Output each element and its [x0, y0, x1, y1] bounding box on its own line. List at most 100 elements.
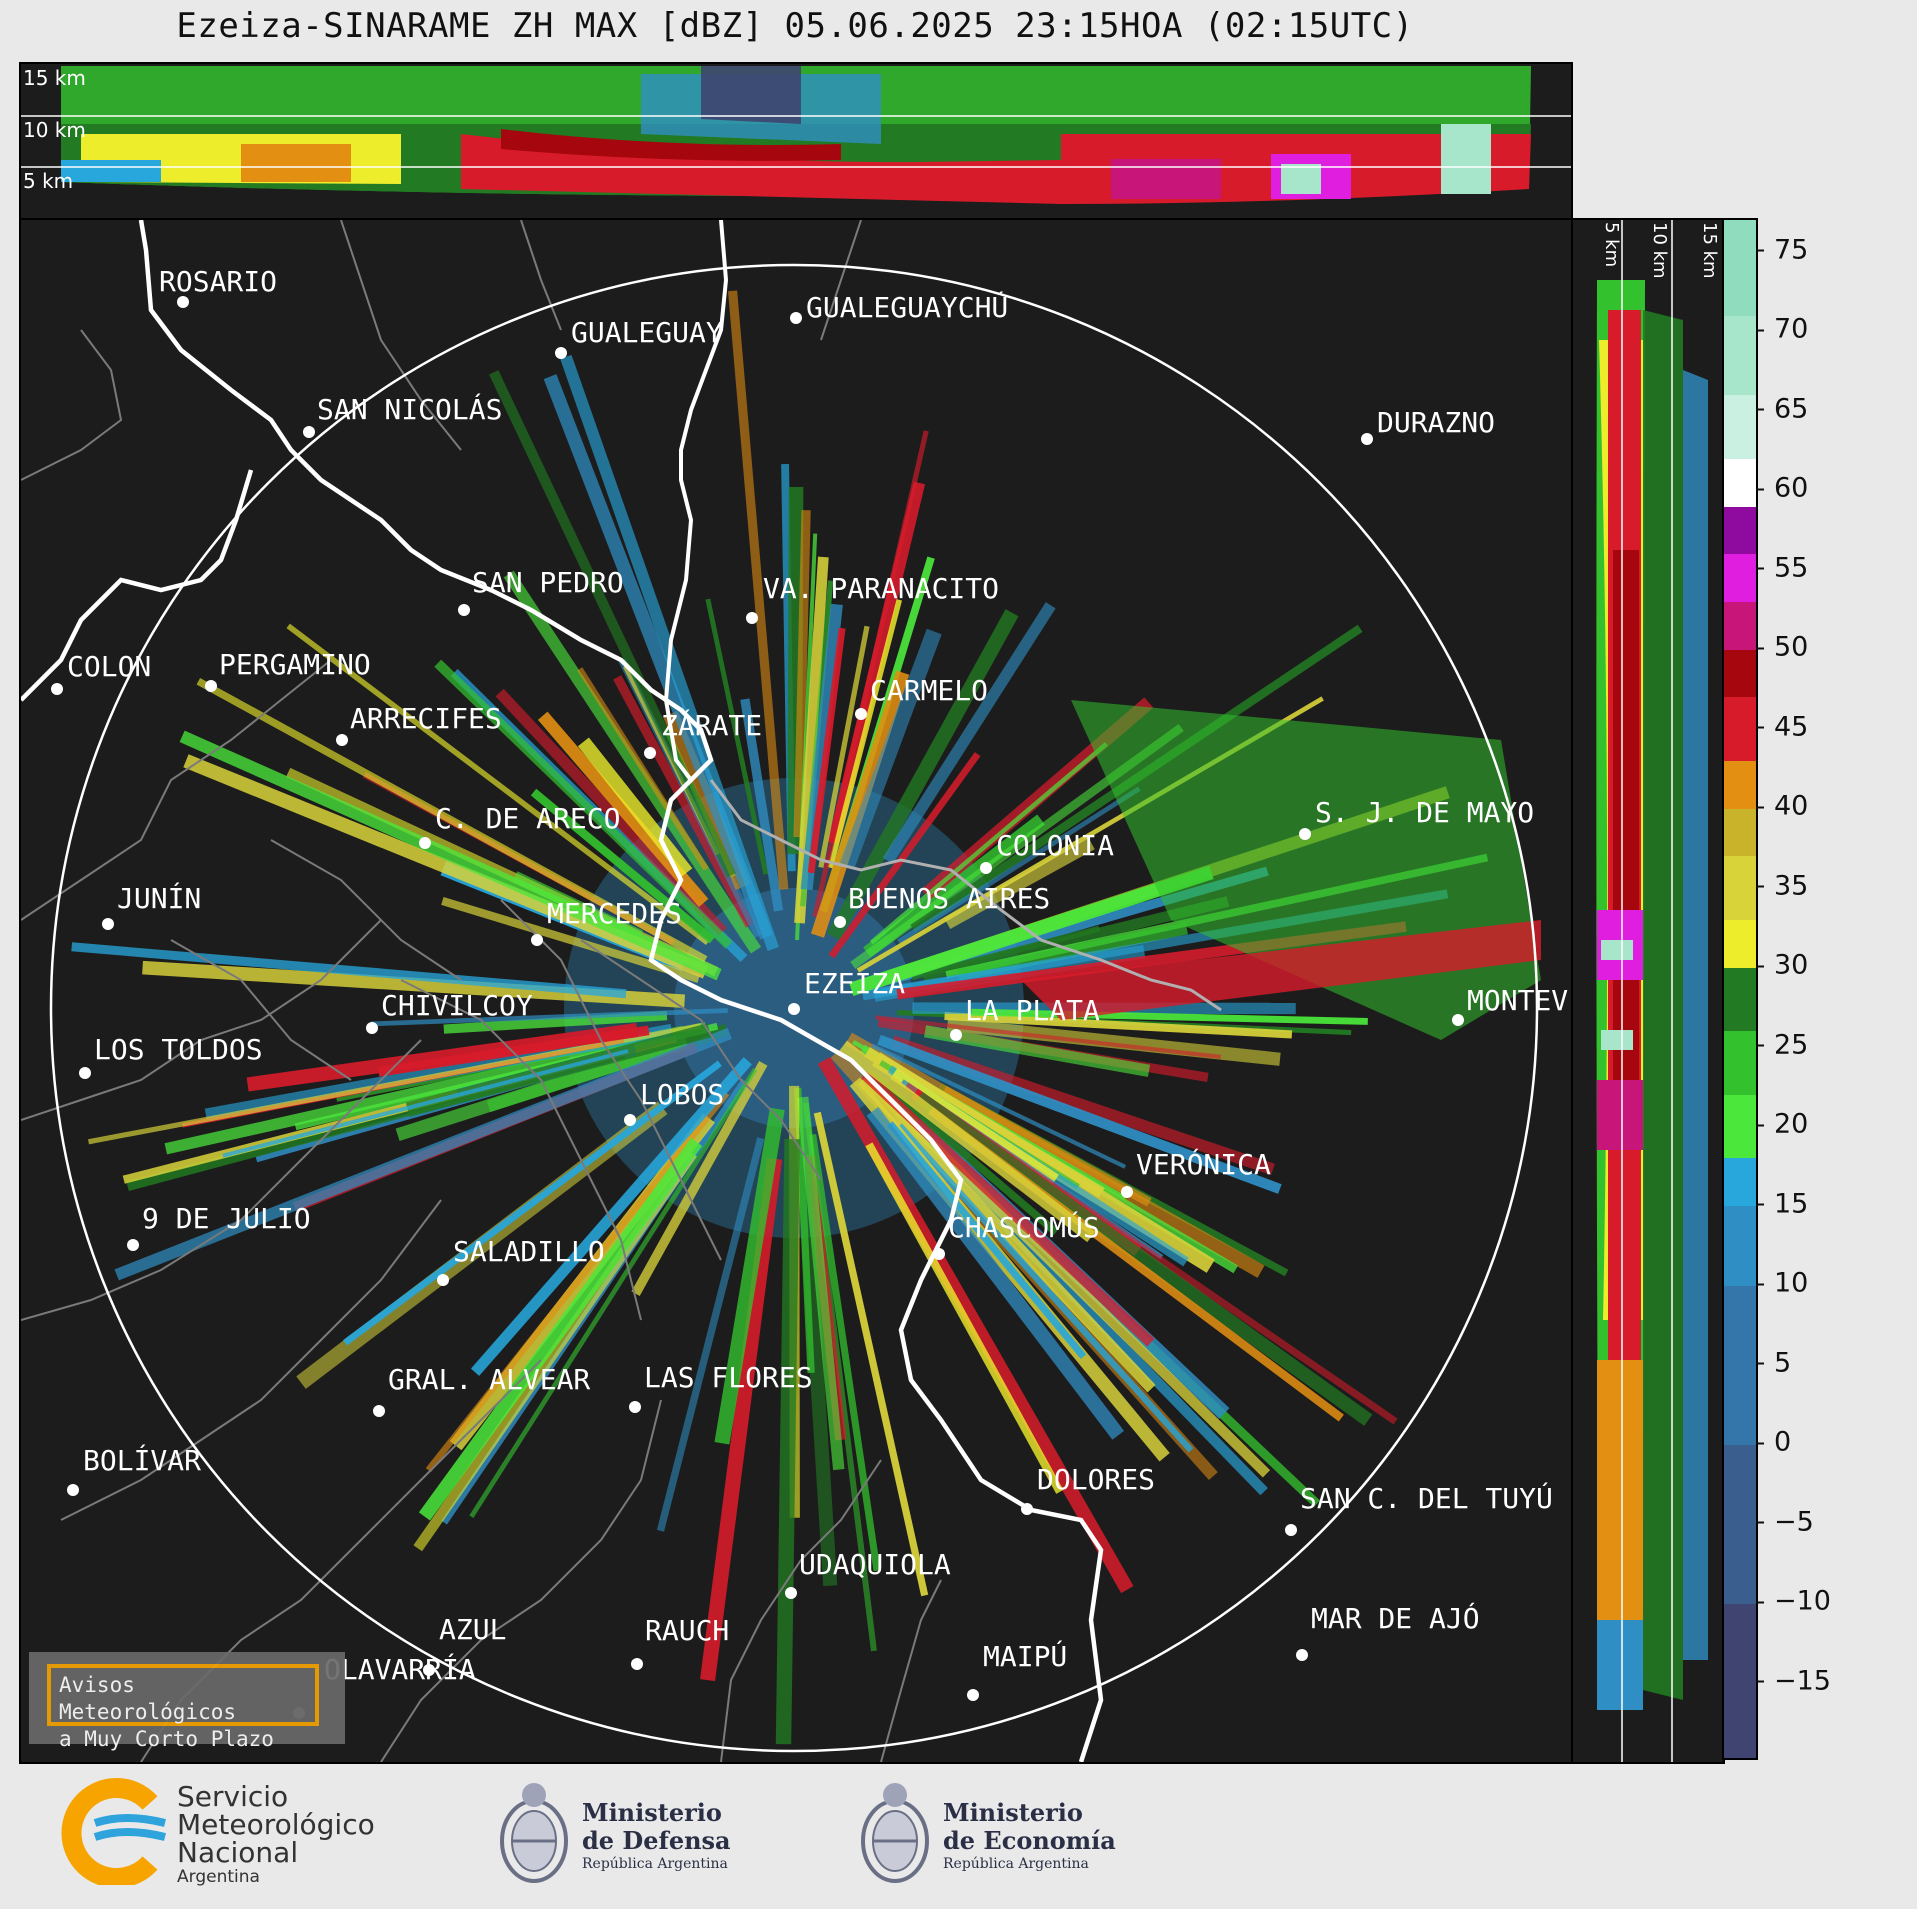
radar-echo-ray	[866, 1106, 1125, 1440]
colorbar-tick-text: −15	[1774, 1665, 1831, 1696]
colorbar-tick-text: −10	[1774, 1585, 1831, 1617]
city-label: CARMELO	[870, 674, 989, 707]
colorbar-tick-label: −5	[1756, 1506, 1814, 1538]
colorbar-segment	[1724, 1205, 1756, 1286]
height-label-10km: 10 km	[23, 118, 86, 142]
side-height-label-10km: 10 km	[1649, 222, 1670, 279]
side-cross-section-plot	[1596, 220, 1708, 1762]
coastline-border	[138, 220, 1104, 1762]
colorbar-tick-text: 0	[1774, 1426, 1792, 1458]
colorbar-segment	[1724, 394, 1756, 459]
colorbar-segment	[1724, 506, 1756, 555]
radar-echo-ray	[418, 1137, 703, 1521]
city-marker	[127, 1239, 139, 1251]
chart-title: Ezeiza-SINARAME ZH MAX [dBZ] 05.06.2025 …	[176, 6, 1414, 46]
colorbar-segment	[1724, 1603, 1756, 1758]
city-marker	[419, 837, 431, 849]
colorbar-tick-label: 0	[1755, 1426, 1792, 1458]
city-label: RAUCH	[645, 1614, 730, 1647]
city-marker	[1361, 433, 1373, 445]
radar-echo-ray	[914, 1091, 1373, 1426]
radar-echo-ray	[865, 1142, 1064, 1494]
radar-echo-ray	[887, 1121, 1087, 1359]
radar-map: ROSARIO GUALEGUAYCHÚ GUALEGUAY SAN NICOLÁS D…	[19, 218, 1573, 1764]
radar-echo-ray	[877, 1034, 1282, 1194]
colorbar-tick-label: 25	[1755, 1029, 1808, 1060]
colorbar-segment	[1724, 458, 1756, 507]
radar-echo-ray	[923, 1025, 1151, 1077]
alert-box-frame[interactable]: Avisos Meteorológicos a Muy Corto Plazo	[47, 1664, 319, 1751]
city-label: DOLORES	[1037, 1463, 1156, 1496]
city-marker	[366, 1022, 378, 1034]
city-label: JUNÍN	[117, 882, 202, 915]
city-label: DURAZNO	[1377, 406, 1496, 439]
city-marker	[458, 604, 470, 616]
city-marker	[303, 426, 315, 438]
city-label: 9 DE JULIO	[142, 1202, 311, 1235]
radar-echo-ray	[246, 1022, 639, 1092]
colorbar-tick-label: 35	[1755, 870, 1809, 902]
colorbar-tick-label: 75	[1755, 234, 1809, 266]
city-marker	[1299, 828, 1311, 840]
colorbar-segment	[1724, 1285, 1756, 1445]
radar-echo-ray	[826, 609, 1019, 941]
city-marker	[177, 296, 189, 308]
city-label: ROSARIO	[159, 265, 278, 298]
radar-echo-ray	[809, 1133, 881, 1572]
city-marker	[980, 862, 992, 874]
colorbar-segment	[1724, 553, 1756, 603]
colorbar-segment	[1724, 315, 1756, 396]
radar-echo-ray	[631, 1061, 768, 1296]
radar-echo-ray	[869, 742, 1108, 945]
radar-echo-ray	[503, 570, 762, 954]
city-marker	[1452, 1014, 1464, 1026]
city-label: LAS FLORES	[644, 1361, 813, 1394]
city-label: COLON	[67, 650, 152, 683]
radar-echo-ray	[71, 942, 627, 999]
smn-logo: Servicio Meteorológico Nacional Argentin…	[55, 1775, 395, 1888]
colorbar-tick-text: 15	[1774, 1188, 1809, 1220]
colorbar-tick-label: 15	[1755, 1188, 1809, 1220]
city-marker	[555, 347, 567, 359]
radar-echo-ray	[371, 1008, 728, 1027]
colorbar-tick-label: 65	[1755, 393, 1808, 424]
colorbar-tick-text: 75	[1774, 234, 1809, 266]
colorbar-segment	[1724, 967, 1756, 1032]
city-label: GUALEGUAY	[571, 316, 723, 349]
city-marker	[67, 1484, 79, 1496]
radar-echo-ray	[897, 1123, 1194, 1453]
radar-echo-ray	[343, 1060, 722, 1346]
colorbar-tick-label: 55	[1755, 552, 1808, 583]
city-label: OLAVARRÍA	[324, 1653, 476, 1686]
city-label: LOBOS	[640, 1078, 725, 1111]
colorbar-tick-text: −5	[1774, 1506, 1814, 1538]
defensa-logo-text: Ministerio de Defensa República Argentin…	[582, 1799, 731, 1873]
radar-echo-ray	[530, 788, 716, 944]
colorbar-tick-label: 30	[1755, 950, 1808, 981]
smn-line-3: Nacional	[177, 1836, 299, 1869]
city-label: SAN PEDRO	[472, 566, 624, 599]
smn-line-2: Meteorológico	[177, 1808, 375, 1841]
colorbar-tick-text: 35	[1774, 870, 1809, 902]
defensa-line-1: Ministerio	[582, 1798, 722, 1827]
city-label: CHIVILCOY	[381, 989, 533, 1022]
radar-echo-ray	[807, 627, 846, 874]
radar-echo-ray	[470, 1057, 752, 1376]
radar-echo-ray	[728, 290, 789, 890]
radar-echo-ray	[827, 599, 903, 869]
colorbar-tick-text: 10	[1774, 1267, 1809, 1299]
radar-echo-ray	[142, 960, 686, 1008]
radar-echo-ray	[794, 1087, 815, 1374]
radar-echo-ray	[793, 510, 811, 838]
city-marker	[790, 312, 802, 324]
colorbar-tick-text: 20	[1774, 1108, 1809, 1140]
smn-logo-text: Servicio Meteorológico Nacional Argentin…	[177, 1783, 375, 1888]
radar-echo-ray	[714, 1107, 785, 1445]
colorbar-tick-label: 10	[1755, 1267, 1809, 1299]
alert-box[interactable]: Avisos Meteorológicos a Muy Corto Plazo	[29, 1652, 345, 1751]
radar-echo-ray	[489, 370, 736, 878]
city-label: MONTEV	[1467, 984, 1569, 1017]
top-cross-section-plot	[21, 66, 1571, 204]
radar-echo-ray	[828, 752, 981, 959]
city-label: LOS TOLDOS	[94, 1033, 263, 1066]
